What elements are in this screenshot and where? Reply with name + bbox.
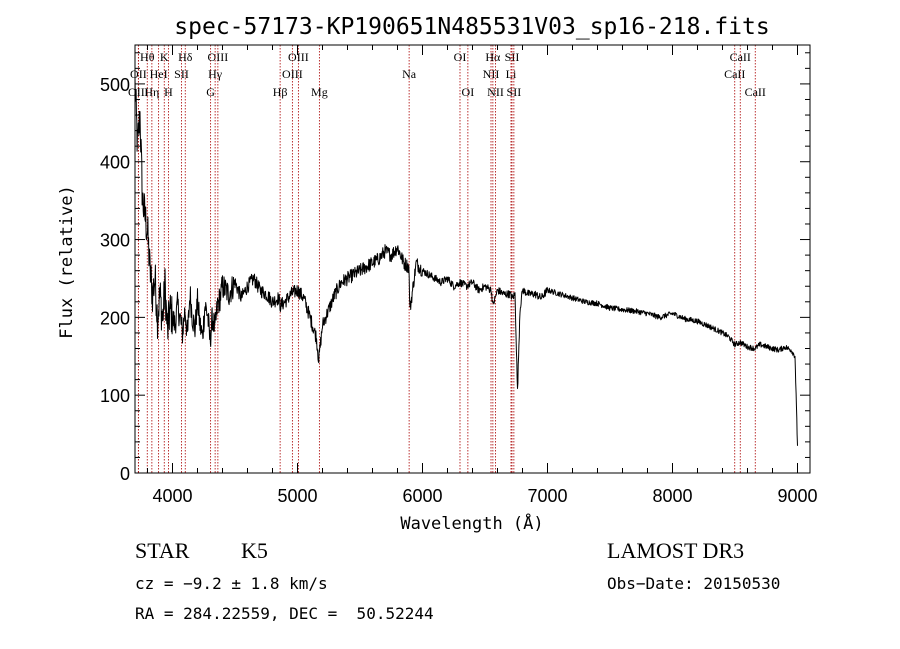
line-id-markers: OIIOIIIHθHηHeIKHSIIHδGOIIIHγHβOIIIOIIIMg… [128,45,766,473]
x-axis-label: Wavelength (Å) [400,512,543,534]
plot-frame [134,44,811,474]
x-tick-label: 6000 [402,486,442,506]
line-id-label: CaII [730,50,751,64]
line-id-label: NII [483,67,500,81]
obs-date-text: Obs−Date: 20150530 [607,574,781,593]
x-axis-ticks: 4000 5000 6000 7000 8000 9000 [147,45,818,506]
y-tick-label: 0 [120,464,130,484]
series-flux-line [134,77,798,446]
line-id-label: SII [174,67,189,81]
line-id-label: OI [454,50,467,64]
plot-border [134,44,811,474]
y-tick-label: 300 [100,231,130,251]
x-tick-label: 9000 [777,486,817,506]
x-tick-label: 7000 [527,486,567,506]
x-tick-label: 8000 [652,486,692,506]
line-id-label: H [164,85,173,99]
line-id-label: SII [507,85,522,99]
survey-name: LAMOST DR3 [607,538,745,563]
line-id-label: Hα [485,50,501,64]
x-tick-label: 4000 [152,486,192,506]
line-id-label: Na [402,67,417,81]
coordinates-text: RA = 284.22559, DEC = 50.52244 [135,604,434,623]
line-id-label: CaII [724,67,745,81]
line-id-label: Mg [311,85,328,99]
chart-title: spec-57173-KP190651N485531V03_sp16-218.f… [174,14,769,40]
line-id-label: OIII [288,50,309,64]
line-id-label: CaII [745,85,766,99]
line-id-label: OII [130,67,147,81]
line-id-label: Hη [144,85,159,99]
line-id-label: HeI [150,67,168,81]
y-axis-label: Flux (relative) [57,185,77,339]
line-id-label: K [160,50,169,64]
line-id-label: NII [487,85,504,99]
y-tick-label: 100 [100,386,130,406]
y-tick-label: 500 [100,75,130,95]
y-axis-ticks: 0 100 200 300 400 500 [100,52,810,484]
series-group [134,77,798,446]
object-subclass: K5 [241,538,268,563]
object-class: STAR [135,538,190,563]
line-id-label: Li [506,67,517,81]
line-id-label: SII [505,50,520,64]
line-id-label: OIII [208,50,229,64]
line-id-label: Hγ [208,67,223,81]
line-id-label: G [206,85,215,99]
x-tick-label: 5000 [277,486,317,506]
redshift-text: cz = −9.2 ± 1.8 km/s [135,574,328,593]
line-id-label: OIII [128,85,149,99]
line-id-label: Hδ [178,50,193,64]
line-id-label: Hθ [140,50,155,64]
line-id-label: Hβ [273,85,288,99]
line-id-label: OIII [282,67,303,81]
y-tick-label: 200 [100,308,130,328]
y-tick-label: 400 [100,153,130,173]
line-id-label: OI [462,85,475,99]
